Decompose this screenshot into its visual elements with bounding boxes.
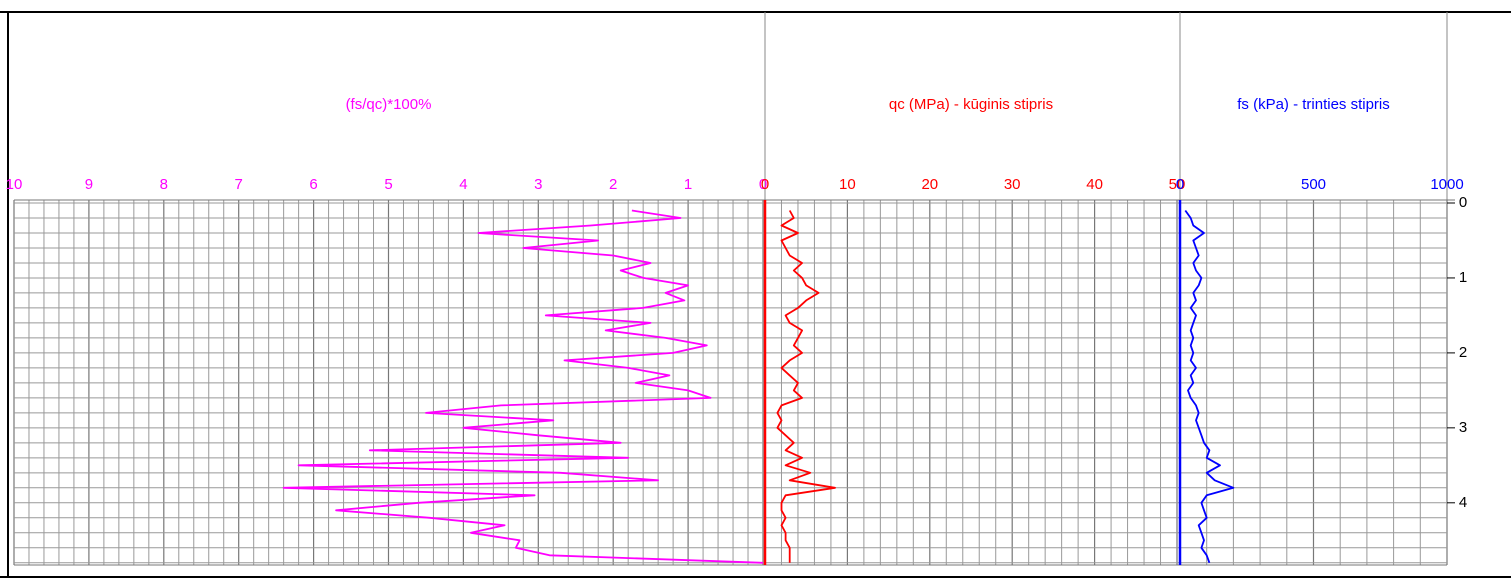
marks: [282, 200, 1235, 565]
x-tick-label: 50: [1169, 176, 1186, 193]
y-tick-label: 3: [1459, 419, 1467, 436]
x-tick-label: 4: [459, 176, 467, 193]
x-tick-label: 7: [235, 176, 243, 193]
x-tick-label: 1: [684, 176, 692, 193]
panel-title: (fs/qc)*100%: [346, 96, 432, 113]
x-tick-label: 10: [6, 176, 23, 193]
x-tick-label: 8: [160, 176, 168, 193]
x-tick-label: 6: [309, 176, 317, 193]
x-tick-label: 3: [534, 176, 542, 193]
x-tick-label: 500: [1301, 176, 1326, 193]
x-tick-label: 10: [839, 176, 856, 193]
panel-title: qc (MPa) - kūginis stipris: [889, 96, 1053, 113]
y-tick-label: 4: [1459, 494, 1467, 511]
y-tick-label: 2: [1459, 344, 1467, 361]
y-tick-label: 1: [1459, 269, 1467, 286]
x-tick-label: 1000: [1430, 176, 1463, 193]
x-tick-label: 30: [1004, 176, 1021, 193]
profile-line: [1184, 209, 1235, 564]
x-tick-label: 0: [759, 176, 767, 193]
x-tick-label: 5: [384, 176, 392, 193]
y-tick-label: 0: [1459, 194, 1467, 211]
grid: [13, 199, 1455, 566]
profile-line: [776, 210, 836, 563]
x-tick-label: 0: [761, 176, 769, 193]
x-tick-label: 0: [1176, 176, 1184, 193]
profile-line: [282, 209, 764, 564]
x-tick-label: 2: [609, 176, 617, 193]
x-tick-label: 40: [1086, 176, 1103, 193]
panel-title: fs (kPa) - trinties stipris: [1237, 96, 1390, 113]
x-tick-label: 9: [85, 176, 93, 193]
x-tick-label: 20: [921, 176, 938, 193]
